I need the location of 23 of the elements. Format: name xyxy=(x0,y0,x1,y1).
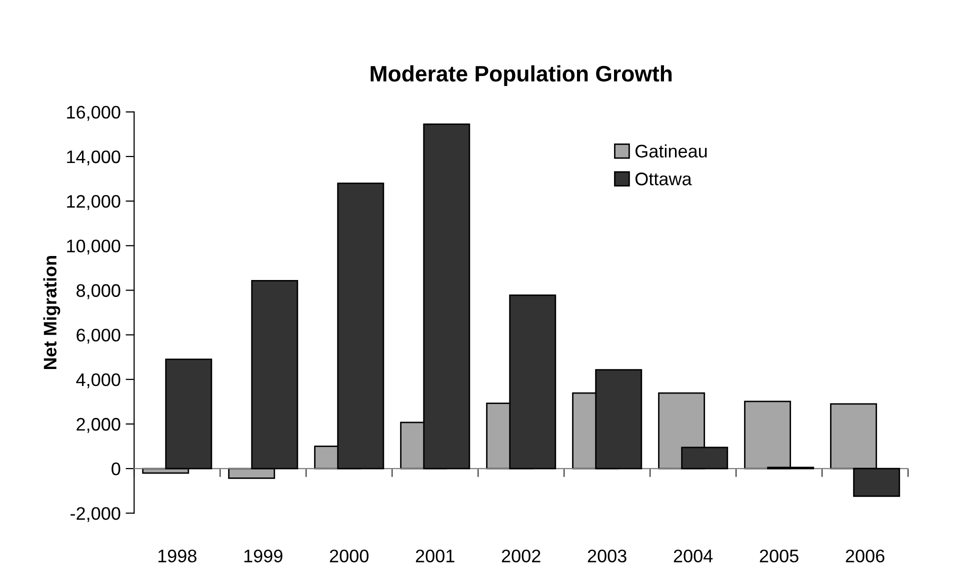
x-tick-label: 2004 xyxy=(674,550,713,562)
legend-label: Gatineau xyxy=(636,144,707,158)
y-tick-label: 4,000 xyxy=(76,373,120,388)
y-tick-label: 6,000 xyxy=(76,328,120,344)
chart-title: Moderate Population Growth xyxy=(370,65,672,86)
x-tick-label: 2006 xyxy=(846,550,884,562)
x-tick-label: 2001 xyxy=(416,550,454,562)
x-tick-label: 1998 xyxy=(158,550,196,562)
y-tick-label: 10,000 xyxy=(67,240,120,255)
y-tick-label: 2,000 xyxy=(76,418,120,433)
legend-label: Ottawa xyxy=(635,172,692,186)
y-tick-label: 14,000 xyxy=(67,150,120,166)
x-tick-label: 2005 xyxy=(760,550,798,562)
y-tick-label: 8,000 xyxy=(76,284,120,300)
x-tick-label: 1999 xyxy=(244,550,282,562)
x-tick-label: 2000 xyxy=(330,550,368,562)
y-tick-label: 12,000 xyxy=(67,195,120,210)
x-tick-label: 2002 xyxy=(502,550,540,562)
x-tick-label: 2003 xyxy=(588,550,626,562)
y-tick-label: 0 xyxy=(112,462,120,476)
y-axis-title: Net Migration xyxy=(43,256,60,370)
y-tick-label: -2,000 xyxy=(70,507,120,522)
y-tick-label: 16,000 xyxy=(67,106,120,121)
